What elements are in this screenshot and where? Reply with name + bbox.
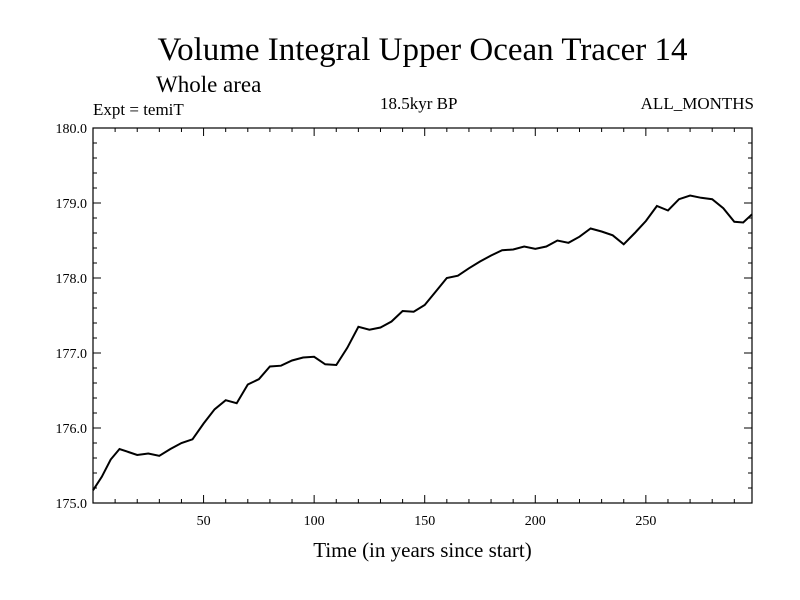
x-axis-label: Time (in years since start) (313, 538, 532, 562)
plot-frame (92, 127, 753, 504)
y-tick-label: 180.0 (56, 122, 88, 137)
y-tick-label: 177.0 (56, 347, 88, 362)
chart-subtitle: Whole area (156, 72, 262, 97)
x-axis: 50 100 150 200 250 (114, 128, 735, 529)
y-tick-label: 175.0 (56, 497, 88, 512)
months-label: ALL_MONTHS (640, 94, 754, 113)
x-tick-label: 250 (635, 514, 656, 529)
x-tick-label: 150 (414, 514, 435, 529)
y-tick-label: 179.0 (56, 197, 88, 212)
y-tick-label: 176.0 (56, 422, 88, 437)
x-tick-label: 200 (525, 514, 546, 529)
period-label: 18.5kyr BP (380, 94, 458, 113)
y-tick-label: 178.0 (56, 272, 88, 287)
x-tick-label: 50 (197, 514, 211, 529)
x-tick-label: 100 (304, 514, 325, 529)
series-line (92, 194, 753, 491)
y-axis: 175.0 176.0 177.0 178.0 179.0 180.0 (56, 122, 752, 512)
chart-title: Volume Integral Upper Ocean Tracer 14 (157, 32, 688, 68)
experiment-label: Expt = temiT (93, 100, 184, 119)
